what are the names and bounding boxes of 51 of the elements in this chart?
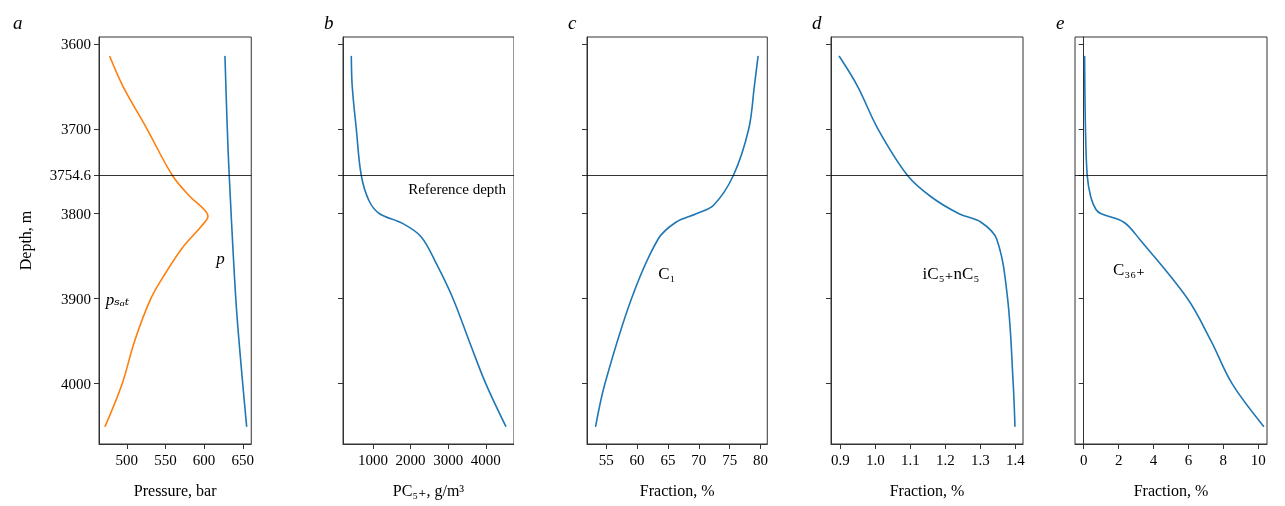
x-tick-label: 6 <box>1184 451 1193 468</box>
chart-title: a <box>13 12 23 33</box>
y-tick-label: 3754.6 <box>49 167 92 184</box>
y-tick-label: 3800 <box>61 205 91 222</box>
x-tick-label: 4000 <box>470 451 501 468</box>
chart-title: d <box>812 12 822 33</box>
x-tick-label: 1.4 <box>1005 451 1026 468</box>
x-tick-label: 1.1 <box>901 451 920 468</box>
x-tick-label: 65 <box>660 451 676 468</box>
x-tick-label: 1.3 <box>970 451 990 468</box>
x-tick-label: 600 <box>192 451 216 468</box>
chart-title: c <box>568 12 577 33</box>
x-tick-label: 0.9 <box>831 451 850 468</box>
y-tick-label: 3600 <box>61 35 91 52</box>
annotation: p <box>215 248 225 268</box>
x-tick-label: 550 <box>154 451 177 468</box>
x-tick-label: 1.0 <box>866 451 885 468</box>
x-tick-label: 1.2 <box>935 451 955 468</box>
line-series <box>224 55 248 427</box>
annotation: iC₅₊nC₅ <box>922 263 980 283</box>
x-tick-label: 650 <box>231 451 254 468</box>
annotation: pₛₐₜ <box>104 289 130 309</box>
x-tick-label: 55 <box>598 451 614 468</box>
x-tick-label: 70 <box>691 451 707 468</box>
x-tick-label: 8 <box>1219 451 1228 468</box>
x-tick-label: 75 <box>722 451 738 468</box>
y-axis-title: Depth, m <box>16 210 35 271</box>
ref-line-label: Reference depth <box>408 180 507 197</box>
line-series <box>104 55 209 427</box>
x-axis-title: Fraction, % <box>639 481 715 499</box>
x-tick-label: 500 <box>115 451 139 468</box>
annotation: C₁ <box>658 263 676 283</box>
x-axis-title: PC₅₊, g/m³ <box>392 481 465 500</box>
x-tick-label: 1000 <box>357 451 388 468</box>
x-axis-title: Fraction, % <box>1133 481 1209 499</box>
x-tick-label: 4 <box>1149 451 1158 468</box>
chart-title: b <box>324 12 334 33</box>
chart-title: e <box>1056 12 1065 33</box>
x-axis-title: Fraction, % <box>889 481 965 499</box>
annotation: C₃₆₊ <box>1112 259 1146 279</box>
x-tick-label: 2 <box>1114 451 1123 468</box>
x-tick-label: 3000 <box>433 451 464 468</box>
y-tick-label: 3700 <box>61 120 91 137</box>
x-tick-label: 80 <box>753 451 768 468</box>
y-tick-label: 3900 <box>61 290 91 307</box>
x-axis-title: Pressure, bar <box>133 481 218 499</box>
x-tick-label: 0 <box>1079 451 1088 468</box>
x-tick-label: 60 <box>629 451 645 468</box>
x-tick-label: 2000 <box>395 451 426 468</box>
y-tick-label: 4000 <box>61 375 91 392</box>
x-tick-label: 10 <box>1250 451 1266 468</box>
